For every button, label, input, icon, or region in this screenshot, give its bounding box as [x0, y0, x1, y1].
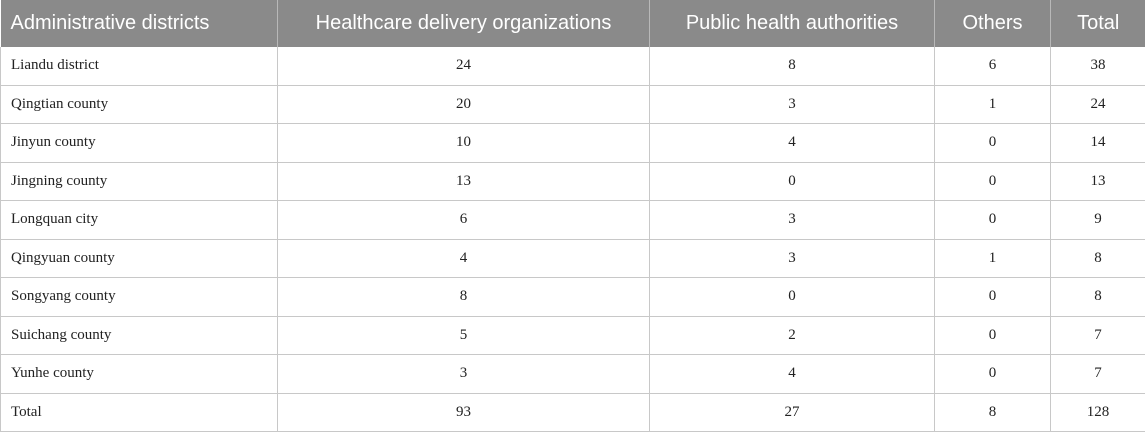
header-healthcare-delivery-organizations: Healthcare delivery organizations: [277, 0, 650, 47]
healthcare-cell: 13: [277, 162, 650, 201]
table-row: Qingyuan county 4 3 1 8: [0, 239, 1145, 278]
district-cell: Jingning county: [0, 162, 278, 201]
healthcare-cell: 24: [277, 47, 650, 86]
header-administrative-districts: Administrative districts: [0, 0, 278, 47]
total-cell: 24: [1050, 85, 1145, 124]
healthcare-cell: 6: [277, 200, 650, 240]
others-cell: 6: [934, 47, 1051, 86]
table-body: Liandu district 24 8 6 38 Qingtian county 20 3 1…: [0, 47, 1145, 432]
table-row-total: Total 93 27 8 128: [0, 393, 1145, 432]
district-cell: Suichang county: [0, 316, 278, 355]
total-cell: 7: [1050, 316, 1145, 355]
others-cell: 0: [934, 162, 1051, 201]
table-header: Administrative districts Healthcare deli…: [0, 0, 1145, 47]
public-health-cell: 4: [649, 123, 935, 163]
total-cell: 8: [1050, 277, 1145, 317]
district-cell: Qingyuan county: [0, 239, 278, 278]
total-cell: 14: [1050, 123, 1145, 163]
public-health-cell: 3: [649, 85, 935, 124]
table-row: Liandu district 24 8 6 38: [0, 47, 1145, 86]
healthcare-cell: 5: [277, 316, 650, 355]
others-cell: 8: [934, 393, 1051, 432]
public-health-cell: 3: [649, 239, 935, 278]
district-cell: Jinyun county: [0, 123, 278, 163]
header-total: Total: [1050, 0, 1145, 47]
healthcare-cell: 3: [277, 354, 650, 394]
others-cell: 0: [934, 277, 1051, 317]
header-public-health-authorities: Public health authorities: [649, 0, 935, 47]
public-health-cell: 3: [649, 200, 935, 240]
public-health-cell: 27: [649, 393, 935, 432]
healthcare-cell: 20: [277, 85, 650, 124]
total-cell: 8: [1050, 239, 1145, 278]
district-cell: Qingtian county: [0, 85, 278, 124]
total-cell: 128: [1050, 393, 1145, 432]
table-row: Jingning county 13 0 0 13: [0, 162, 1145, 201]
public-health-cell: 8: [649, 47, 935, 86]
total-cell: 9: [1050, 200, 1145, 240]
district-cell: Longquan city: [0, 200, 278, 240]
table-row: Songyang county 8 0 0 8: [0, 277, 1145, 317]
healthcare-cell: 93: [277, 393, 650, 432]
others-cell: 1: [934, 85, 1051, 124]
others-cell: 0: [934, 123, 1051, 163]
table-row: Jinyun county 10 4 0 14: [0, 123, 1145, 163]
total-cell: 7: [1050, 354, 1145, 394]
public-health-cell: 2: [649, 316, 935, 355]
table-row: Longquan city 6 3 0 9: [0, 200, 1145, 240]
total-cell: 13: [1050, 162, 1145, 201]
others-cell: 0: [934, 200, 1051, 240]
table-row: Qingtian county 20 3 1 24: [0, 85, 1145, 124]
healthcare-cell: 10: [277, 123, 650, 163]
public-health-cell: 4: [649, 354, 935, 394]
total-cell: 38: [1050, 47, 1145, 86]
district-cell: Songyang county: [0, 277, 278, 317]
table-row: Yunhe county 3 4 0 7: [0, 354, 1145, 394]
others-cell: 0: [934, 316, 1051, 355]
others-cell: 0: [934, 354, 1051, 394]
healthcare-cell: 8: [277, 277, 650, 317]
table-row: Suichang county 5 2 0 7: [0, 316, 1145, 355]
healthcare-cell: 4: [277, 239, 650, 278]
header-row: Administrative districts Healthcare deli…: [0, 0, 1145, 47]
header-others: Others: [934, 0, 1051, 47]
others-cell: 1: [934, 239, 1051, 278]
public-health-cell: 0: [649, 277, 935, 317]
district-cell: Yunhe county: [0, 354, 278, 394]
district-cell: Total: [0, 393, 278, 432]
public-health-cell: 0: [649, 162, 935, 201]
district-cell: Liandu district: [0, 47, 278, 86]
